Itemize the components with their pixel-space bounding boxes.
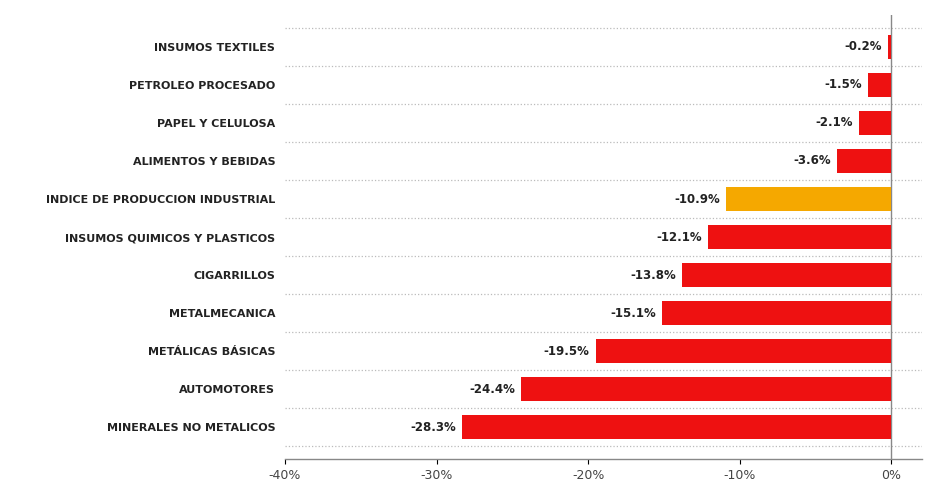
Bar — [596, 339, 891, 363]
Bar — [463, 415, 891, 439]
Bar — [868, 73, 891, 97]
Text: -0.2%: -0.2% — [845, 40, 883, 53]
Text: -12.1%: -12.1% — [656, 231, 702, 244]
Bar — [682, 263, 891, 287]
Text: -10.9%: -10.9% — [674, 193, 720, 206]
Bar — [837, 149, 891, 173]
Text: -28.3%: -28.3% — [410, 421, 456, 434]
Bar — [662, 301, 891, 325]
Bar — [726, 187, 891, 211]
Text: -15.1%: -15.1% — [611, 306, 656, 319]
Bar — [860, 111, 891, 135]
Text: -19.5%: -19.5% — [543, 345, 590, 358]
Text: -3.6%: -3.6% — [793, 155, 830, 168]
Bar — [522, 377, 891, 401]
Text: -24.4%: -24.4% — [469, 383, 515, 396]
Text: -1.5%: -1.5% — [825, 78, 863, 91]
Bar — [888, 35, 891, 59]
Text: -13.8%: -13.8% — [630, 268, 676, 281]
Text: -2.1%: -2.1% — [816, 116, 853, 129]
Bar — [708, 225, 891, 249]
